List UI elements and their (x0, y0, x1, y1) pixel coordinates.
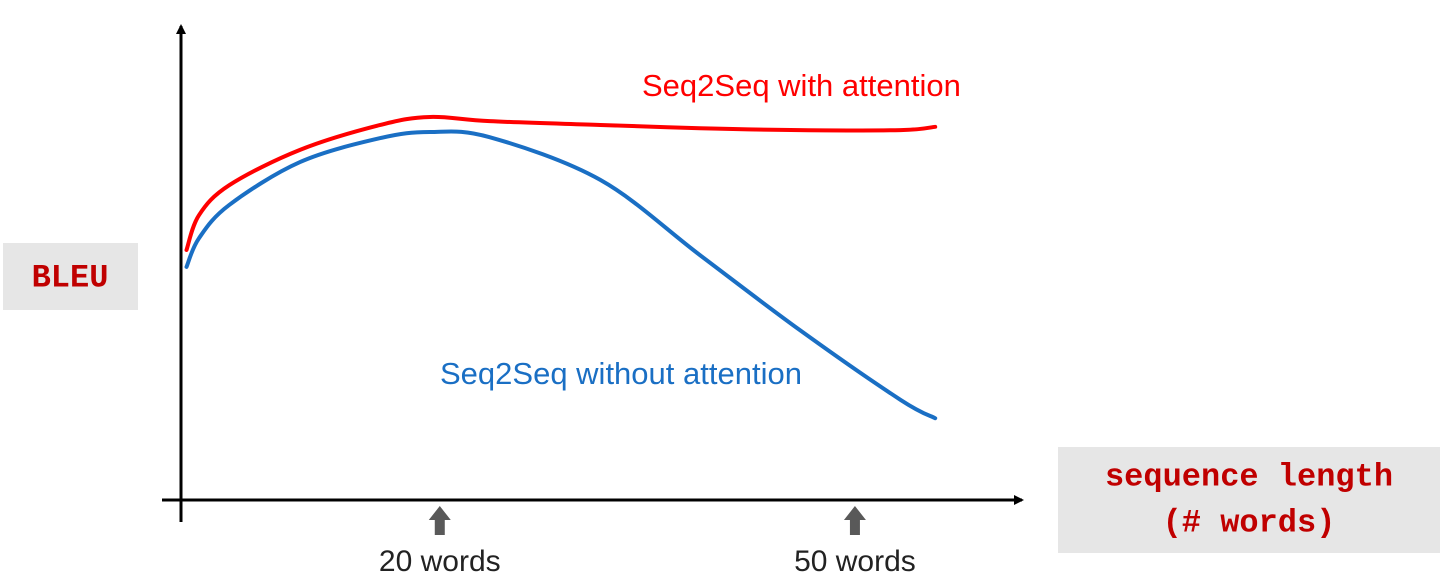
line (184, 129, 938, 421)
x-tick-label: 20 words (379, 545, 501, 578)
x-label: (# words) (1163, 504, 1336, 541)
tick-arrow (428, 506, 451, 535)
line (184, 114, 938, 252)
tick-arrow (843, 506, 866, 535)
y-label: BLEU (32, 259, 109, 296)
y-label-box (3, 243, 138, 310)
x-label: sequence length (1105, 458, 1393, 495)
x-label-box (1058, 447, 1440, 553)
x-tick-label: 50 words (794, 545, 916, 578)
series-label: Seq2Seq without attention (440, 356, 802, 391)
series-label: Seq2Seq with attention (642, 68, 961, 103)
